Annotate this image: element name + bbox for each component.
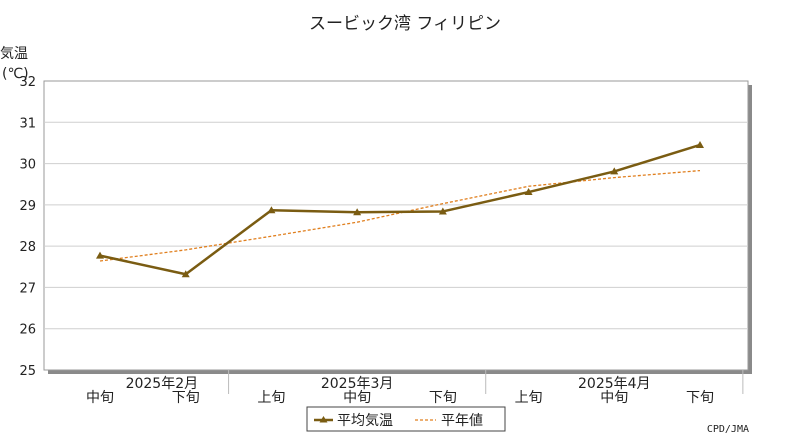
x-tick-label: 下旬 (172, 390, 200, 406)
series-normal-line (99, 169, 701, 262)
x-tick-label: 下旬 (429, 390, 457, 406)
y-tick-label: 25 (19, 364, 36, 379)
data-point (181, 270, 190, 278)
x-tick-label: 下旬 (686, 390, 714, 406)
y-tick-labels: 25 26 27 28 29 30 31 32 (19, 75, 36, 379)
x-tick-label: 中旬 (343, 390, 371, 406)
y-axis-unit: (℃) (2, 66, 29, 82)
y-tick-label: 32 (19, 75, 36, 90)
y-tick-label: 29 (19, 199, 36, 214)
plot-area (43, 80, 749, 371)
legend-avg-label: 平均気温 (337, 413, 393, 429)
series-average (96, 140, 704, 278)
series-normal (99, 169, 701, 262)
credit: CPD/JMA (707, 424, 749, 435)
y-tick-label: 30 (19, 158, 36, 173)
data-point (524, 188, 533, 196)
x-tick-label: 中旬 (86, 390, 114, 406)
chart-title: スービック湾 フィリピン (309, 14, 501, 34)
month-label: 2025年4月 (578, 376, 651, 392)
y-tick-label: 26 (19, 323, 36, 338)
y-tick-label: 31 (19, 116, 36, 131)
x-tick-label: 上旬 (515, 390, 543, 406)
y-tick-label: 28 (19, 240, 36, 255)
y-axis-label: 気温 (0, 46, 28, 62)
x-tick-label: 中旬 (600, 390, 628, 406)
data-point (696, 140, 704, 148)
data-point (267, 206, 276, 214)
gridlines (44, 121, 748, 330)
legend-avg-marker (319, 416, 328, 423)
data-point (610, 167, 619, 175)
data-point (96, 251, 104, 259)
x-tick-label: 上旬 (257, 390, 285, 406)
month-label: 2025年3月 (321, 376, 394, 392)
y-tick-label: 27 (19, 281, 36, 296)
legend: 平均気温 平年値 (306, 406, 506, 432)
month-label: 2025年2月 (126, 376, 199, 392)
series-average-line (99, 143, 701, 276)
data-point (438, 207, 447, 215)
legend-normal-label: 平年値 (441, 413, 483, 429)
legend-box (306, 406, 506, 432)
data-point (353, 208, 362, 216)
